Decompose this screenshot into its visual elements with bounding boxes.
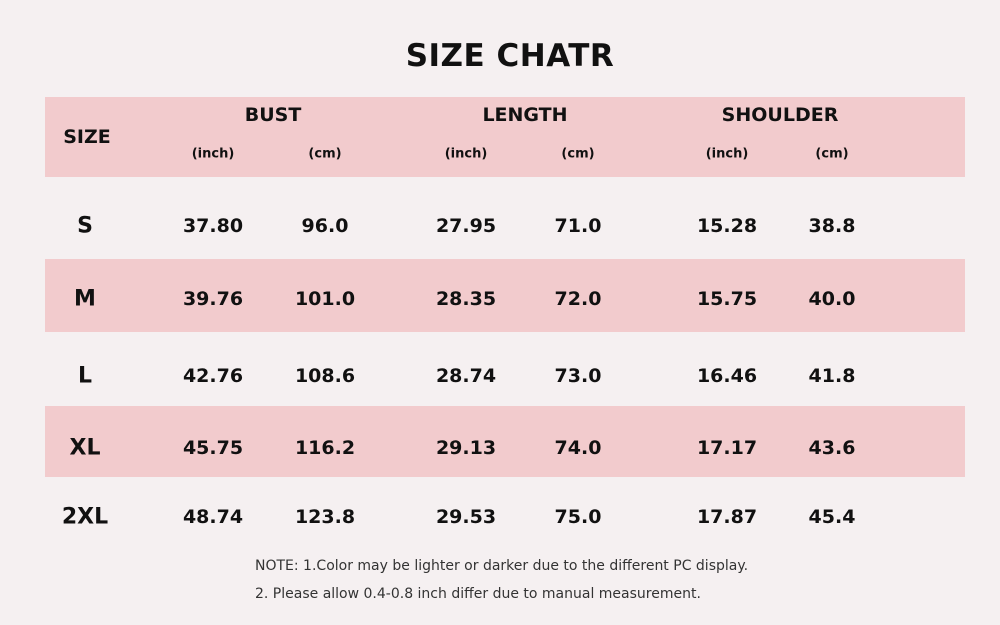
row-size-label: M (74, 286, 96, 312)
table-cell: 17.87 (696, 506, 758, 528)
table-cell: 15.28 (696, 215, 758, 237)
header-unit: (cm) (308, 146, 342, 162)
table-cell: 116.2 (294, 437, 356, 459)
table-cell: 38.8 (808, 215, 856, 237)
table-cell: 108.6 (294, 365, 356, 387)
table-cell: 29.53 (435, 506, 497, 528)
table-cell: 45.4 (808, 506, 856, 528)
table-cell: 96.0 (301, 215, 349, 237)
table-cell: 45.75 (182, 437, 244, 459)
row-size-label: XL (69, 435, 101, 461)
page-title: SIZE CHATR (405, 38, 615, 74)
table-cell: 37.80 (182, 215, 244, 237)
header-unit: (cm) (561, 146, 595, 162)
row-size-label: L (77, 363, 93, 389)
header-unit: (inch) (444, 146, 488, 162)
table-cell: 123.8 (294, 506, 356, 528)
header-size: SIZE (63, 126, 111, 148)
table-cell: 71.0 (554, 215, 602, 237)
header-band (45, 97, 965, 177)
table-cell: 43.6 (808, 437, 856, 459)
note-2: 2. Please allow 0.4-0.8 inch differ due … (255, 586, 701, 602)
header-unit: (inch) (191, 146, 235, 162)
header-group: BUST (244, 104, 302, 126)
table-cell: 40.0 (808, 288, 856, 310)
table-cell: 17.17 (696, 437, 758, 459)
table-cell: 15.75 (696, 288, 758, 310)
table-cell: 27.95 (435, 215, 497, 237)
header-unit: (cm) (815, 146, 849, 162)
header-unit: (inch) (705, 146, 749, 162)
header-group: LENGTH (482, 104, 568, 126)
row-band-m (45, 259, 965, 332)
table-cell: 16.46 (696, 365, 758, 387)
table-cell: 72.0 (554, 288, 602, 310)
table-cell: 41.8 (808, 365, 856, 387)
table-cell: 28.74 (435, 365, 497, 387)
row-size-label: 2XL (61, 504, 109, 530)
table-cell: 74.0 (554, 437, 602, 459)
table-cell: 29.13 (435, 437, 497, 459)
table-cell: 75.0 (554, 506, 602, 528)
table-cell: 42.76 (182, 365, 244, 387)
note-1: NOTE: 1.Color may be lighter or darker d… (255, 558, 749, 574)
header-group: SHOULDER (721, 104, 839, 126)
table-cell: 39.76 (182, 288, 244, 310)
table-cell: 101.0 (294, 288, 356, 310)
table-cell: 28.35 (435, 288, 497, 310)
row-band-xl (45, 406, 965, 477)
table-cell: 73.0 (554, 365, 602, 387)
row-size-label: S (77, 213, 93, 239)
table-cell: 48.74 (182, 506, 244, 528)
